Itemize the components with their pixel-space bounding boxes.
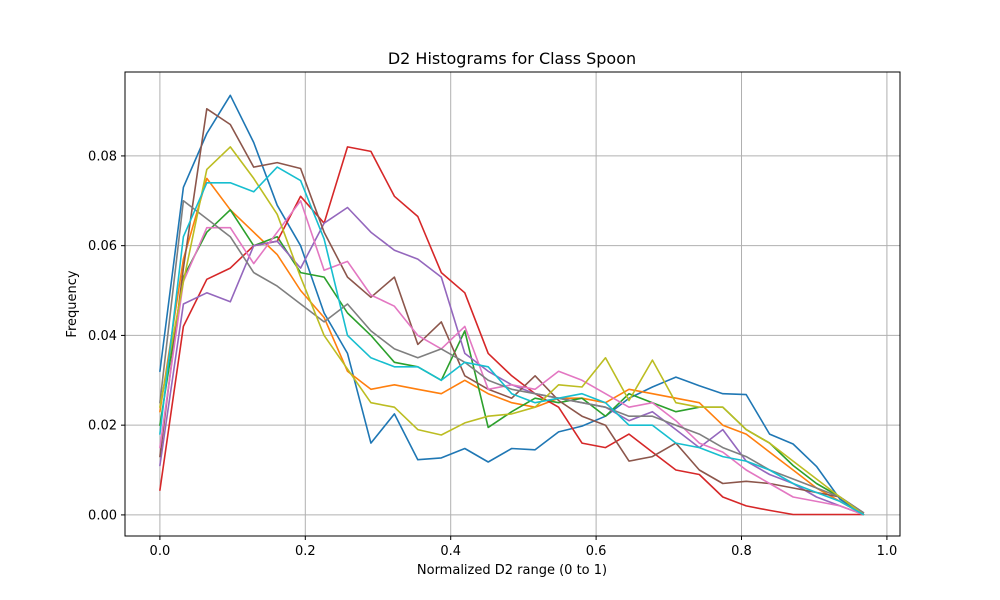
axis-ticks: 0.0 0.2 0.4 0.6 0.8 1.0 0.00 0.02 0.04 0.06 0.08	[88, 149, 897, 559]
y-tick-label: 0.08	[88, 149, 117, 164]
x-tick-label: 0.6	[586, 544, 607, 559]
series-line-7	[159, 200, 865, 516]
y-tick-label: 0.06	[88, 239, 117, 254]
series-lines	[159, 94, 865, 516]
series-line-6	[159, 108, 865, 514]
series-line-2	[159, 177, 865, 516]
y-axis-label: Frequency	[65, 270, 80, 337]
series-line-9	[159, 146, 865, 516]
series-line-5	[159, 206, 865, 516]
x-axis-label: Normalized D2 range (0 to 1)	[417, 563, 607, 578]
grid-lines	[125, 72, 900, 536]
x-tick-label: 0.8	[731, 544, 752, 559]
x-tick-label: 1.0	[877, 544, 898, 559]
x-tick-label: 0.0	[150, 544, 171, 559]
series-line-8	[159, 200, 865, 514]
x-tick-label: 0.2	[295, 544, 316, 559]
chart-title: D2 Histograms for Class Spoon	[388, 49, 636, 68]
series-line-4	[159, 146, 865, 516]
y-tick-label: 0.00	[88, 508, 117, 523]
series-line-1	[159, 94, 865, 516]
series-line-10	[159, 166, 865, 516]
plot-area-frame	[124, 71, 901, 537]
y-tick-label: 0.02	[88, 419, 117, 434]
y-tick-label: 0.04	[88, 329, 117, 344]
series-line-3	[159, 209, 865, 516]
x-tick-label: 0.4	[440, 544, 461, 559]
